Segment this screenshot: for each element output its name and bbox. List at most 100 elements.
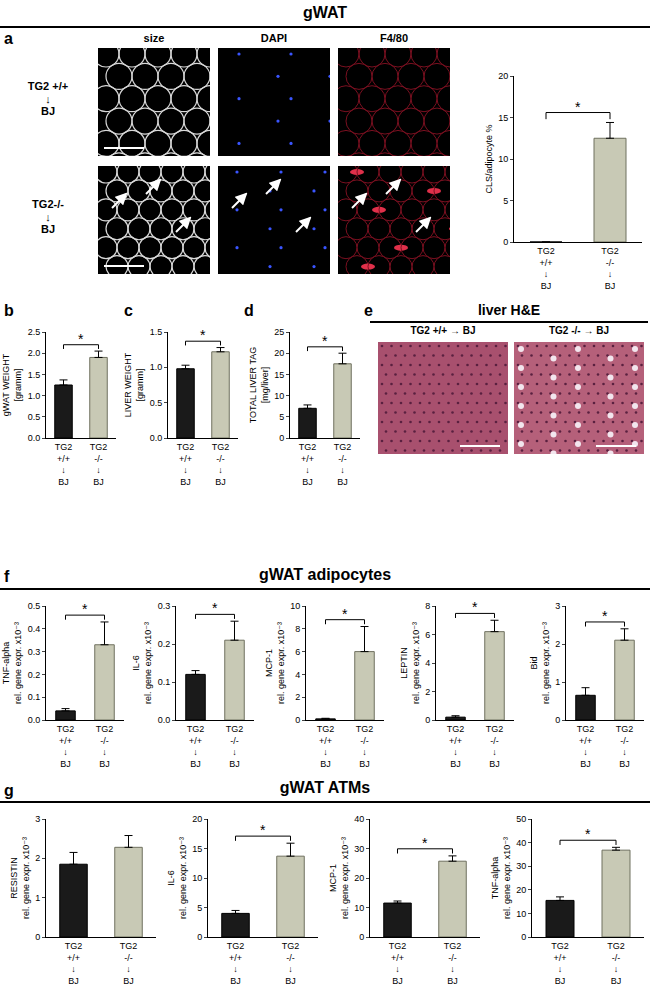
svg-text:0: 0 bbox=[555, 715, 560, 725]
svg-text:TG2+/+↓BJ: TG2+/+↓BJ bbox=[299, 442, 317, 487]
svg-text:TNF-alpharel. gene expr. x10⁻³: TNF-alpharel. gene expr. x10⁻³ bbox=[490, 837, 512, 919]
svg-text:6: 6 bbox=[295, 647, 300, 657]
svg-text:2.0: 2.0 bbox=[28, 348, 41, 358]
svg-text:0.0: 0.0 bbox=[150, 433, 163, 443]
svg-text:1: 1 bbox=[35, 893, 40, 903]
svg-text:10: 10 bbox=[354, 903, 364, 913]
svg-text:15: 15 bbox=[498, 113, 508, 123]
svg-text:8: 8 bbox=[295, 624, 300, 634]
svg-text:TG2-/-↓BJ: TG2-/-↓BJ bbox=[120, 941, 138, 986]
svg-text:0.2: 0.2 bbox=[158, 639, 171, 649]
svg-text:10: 10 bbox=[516, 909, 526, 919]
svg-text:15: 15 bbox=[274, 370, 284, 380]
svg-text:1.0: 1.0 bbox=[28, 391, 41, 401]
svg-text:MCP-1rel. gene expr. x10⁻³: MCP-1rel. gene expr. x10⁻³ bbox=[264, 622, 286, 704]
svg-text:TG2+/+↓BJ: TG2+/+↓BJ bbox=[447, 724, 465, 769]
svg-text:TG2-/-↓BJ: TG2-/-↓BJ bbox=[334, 442, 352, 487]
svg-text:0: 0 bbox=[35, 932, 40, 942]
svg-text:Bidrel. gene expr. x10⁻³: Bidrel. gene expr. x10⁻³ bbox=[529, 622, 551, 704]
svg-text:20: 20 bbox=[192, 814, 202, 824]
svg-text:20: 20 bbox=[516, 885, 526, 895]
svg-text:2: 2 bbox=[295, 692, 300, 702]
svg-text:0.0: 0.0 bbox=[158, 715, 171, 725]
svg-text:TG2-/-↓BJ: TG2-/-↓BJ bbox=[282, 941, 300, 986]
svg-text:RESISTINrel. gene expr. x10⁻³: RESISTINrel. gene expr. x10⁻³ bbox=[9, 837, 31, 919]
svg-text:0.5: 0.5 bbox=[28, 412, 41, 422]
svg-text:TG2-/-↓BJ: TG2-/-↓BJ bbox=[356, 724, 374, 769]
svg-text:TG2-/-↓BJ: TG2-/-↓BJ bbox=[444, 941, 462, 986]
svg-text:TG2-/-↓BJ: TG2-/-↓BJ bbox=[607, 941, 625, 986]
svg-text:TG2-/-↓BJ: TG2-/-↓BJ bbox=[226, 724, 244, 769]
svg-text:TOTAL LIVER TAG[mg/liver]: TOTAL LIVER TAG[mg/liver] bbox=[248, 347, 270, 424]
svg-text:10: 10 bbox=[498, 154, 508, 164]
svg-text:LIVER WEIGHT[gramm]: LIVER WEIGHT[gramm] bbox=[123, 352, 145, 417]
svg-text:0.5: 0.5 bbox=[28, 601, 41, 611]
svg-text:2: 2 bbox=[555, 639, 560, 649]
svg-text:TG2-/-↓BJ: TG2-/-↓BJ bbox=[601, 246, 619, 291]
svg-text:*: * bbox=[472, 599, 478, 615]
svg-text:gWAT WEIGHT[gramm]: gWAT WEIGHT[gramm] bbox=[1, 353, 23, 416]
svg-text:10: 10 bbox=[192, 873, 202, 883]
svg-text:0.3: 0.3 bbox=[28, 647, 41, 657]
svg-text:TG2+/+↓BJ: TG2+/+↓BJ bbox=[187, 724, 205, 769]
svg-text:30: 30 bbox=[354, 844, 364, 854]
svg-text:3: 3 bbox=[35, 814, 40, 824]
svg-text:TG2-/-↓BJ: TG2-/-↓BJ bbox=[90, 442, 108, 487]
svg-text:0: 0 bbox=[521, 932, 526, 942]
svg-text:0.4: 0.4 bbox=[28, 624, 41, 634]
svg-text:*: * bbox=[200, 327, 206, 343]
svg-text:IL-6rel. gene expr. x10⁻³: IL-6rel. gene expr. x10⁻³ bbox=[166, 837, 188, 919]
svg-text:3: 3 bbox=[555, 601, 560, 611]
svg-text:8: 8 bbox=[425, 601, 430, 611]
svg-text:1.5: 1.5 bbox=[150, 327, 163, 337]
svg-text:TG2+/+↓BJ: TG2+/+↓BJ bbox=[65, 941, 83, 986]
svg-text:50: 50 bbox=[516, 814, 526, 824]
svg-text:*: * bbox=[212, 600, 218, 616]
svg-text:0: 0 bbox=[503, 237, 508, 247]
svg-text:TG2+/+↓BJ: TG2+/+↓BJ bbox=[57, 724, 75, 769]
svg-text:4: 4 bbox=[295, 670, 300, 680]
svg-text:5: 5 bbox=[279, 412, 284, 422]
svg-text:*: * bbox=[322, 333, 328, 349]
svg-text:TG2+/+↓BJ: TG2+/+↓BJ bbox=[577, 724, 595, 769]
svg-text:0.0: 0.0 bbox=[28, 433, 41, 443]
svg-text:0: 0 bbox=[197, 932, 202, 942]
svg-text:TG2-/-↓BJ: TG2-/-↓BJ bbox=[616, 724, 634, 769]
svg-text:TG2+/+↓BJ: TG2+/+↓BJ bbox=[177, 442, 195, 487]
svg-text:30: 30 bbox=[516, 861, 526, 871]
svg-text:0: 0 bbox=[359, 932, 364, 942]
svg-text:TG2-/-↓BJ: TG2-/-↓BJ bbox=[212, 442, 230, 487]
svg-text:*: * bbox=[602, 608, 608, 624]
svg-text:20: 20 bbox=[354, 873, 364, 883]
svg-text:25: 25 bbox=[274, 327, 284, 337]
svg-text:*: * bbox=[575, 99, 581, 115]
svg-text:0.5: 0.5 bbox=[150, 398, 163, 408]
svg-text:TNF-alpharel. gene expr. x10⁻³: TNF-alpharel. gene expr. x10⁻³ bbox=[1, 622, 23, 704]
svg-text:0.3: 0.3 bbox=[158, 601, 171, 611]
svg-text:5: 5 bbox=[197, 903, 202, 913]
svg-text:15: 15 bbox=[192, 844, 202, 854]
svg-text:20: 20 bbox=[498, 71, 508, 81]
svg-text:CLS/adipocyte %: CLS/adipocyte % bbox=[484, 124, 494, 193]
svg-text:40: 40 bbox=[516, 838, 526, 848]
svg-text:10: 10 bbox=[274, 391, 284, 401]
svg-text:*: * bbox=[585, 826, 591, 842]
svg-text:*: * bbox=[422, 835, 428, 851]
svg-text:2: 2 bbox=[35, 853, 40, 863]
svg-text:2.5: 2.5 bbox=[28, 327, 41, 337]
svg-text:TG2+/+↓BJ: TG2+/+↓BJ bbox=[389, 941, 407, 986]
svg-text:40: 40 bbox=[354, 814, 364, 824]
svg-text:TG2-/-↓BJ: TG2-/-↓BJ bbox=[96, 724, 114, 769]
svg-text:0: 0 bbox=[425, 715, 430, 725]
svg-text:TG2+/+↓BJ: TG2+/+↓BJ bbox=[537, 246, 555, 291]
svg-text:IL-6rel. gene expr. x10⁻³: IL-6rel. gene expr. x10⁻³ bbox=[131, 622, 153, 704]
svg-text:*: * bbox=[342, 606, 348, 622]
svg-text:*: * bbox=[82, 601, 88, 617]
svg-text:1.5: 1.5 bbox=[28, 370, 41, 380]
svg-text:TG2-/-↓BJ: TG2-/-↓BJ bbox=[486, 724, 504, 769]
svg-text:5: 5 bbox=[503, 196, 508, 206]
svg-text:2: 2 bbox=[425, 687, 430, 697]
svg-text:TG2+/+↓BJ: TG2+/+↓BJ bbox=[317, 724, 335, 769]
svg-text:MCP-1rel. gene expr. x10⁻³: MCP-1rel. gene expr. x10⁻³ bbox=[328, 837, 350, 919]
svg-text:0.2: 0.2 bbox=[28, 670, 41, 680]
